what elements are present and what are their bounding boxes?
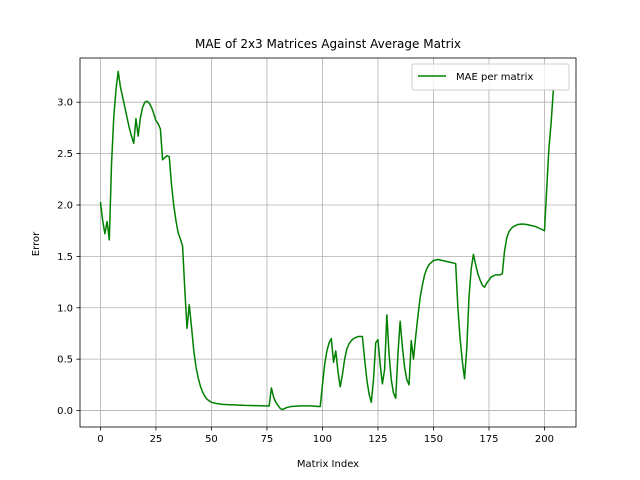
series-line bbox=[99, 70, 555, 411]
x-tick-label: 50 bbox=[205, 434, 218, 445]
y-tick-label: 3.0 bbox=[57, 98, 73, 109]
y-tick-label: 0.0 bbox=[57, 406, 73, 417]
x-axis-label: Matrix Index bbox=[297, 459, 359, 470]
legend-label: MAE per matrix bbox=[456, 72, 533, 83]
y-tick-label: 1.0 bbox=[57, 303, 73, 314]
legend-box bbox=[411, 63, 570, 91]
x-tick-label: 150 bbox=[424, 434, 443, 445]
x-tick-label: 75 bbox=[261, 434, 274, 445]
x-tick-label: 125 bbox=[368, 434, 387, 445]
y-tick-label: 2.0 bbox=[57, 200, 73, 211]
grid bbox=[80, 58, 576, 427]
legend: MAE per matrix bbox=[411, 63, 570, 91]
x-tick-label: 100 bbox=[313, 434, 332, 445]
y-tick-label: 2.5 bbox=[57, 149, 73, 160]
y-tick-label: 1.5 bbox=[57, 252, 73, 263]
y-axis-label: Error bbox=[31, 231, 42, 256]
axes-frame bbox=[79, 57, 577, 428]
x-tick-label: 175 bbox=[479, 434, 498, 445]
ticks: 0 25 50 75 100 125 150 175 200 0.0 0.5 1.0 1.5 2.0 2.5… bbox=[57, 98, 554, 445]
chart-title: MAE of 2x3 Matrices Against Average Matr… bbox=[195, 37, 461, 51]
y-tick-label: 0.5 bbox=[57, 355, 73, 366]
series-layer bbox=[99, 70, 555, 411]
x-tick-label: 25 bbox=[150, 434, 163, 445]
x-tick-label: 200 bbox=[535, 434, 554, 445]
x-tick-label: 0 bbox=[97, 434, 103, 445]
